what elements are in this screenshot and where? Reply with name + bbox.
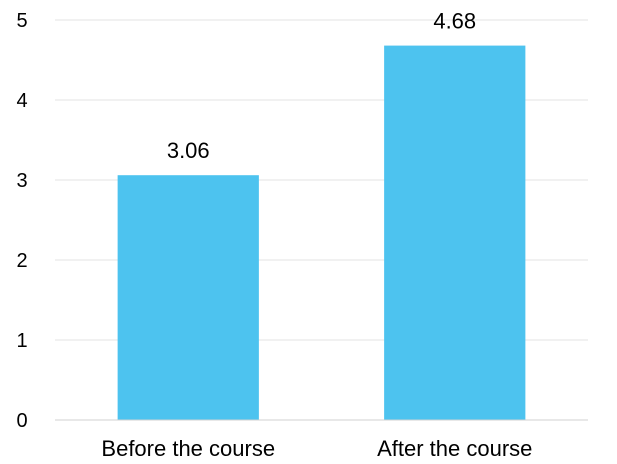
y-tick-label: 3 bbox=[16, 170, 27, 192]
bar bbox=[117, 175, 259, 420]
x-tick-label: After the course bbox=[377, 436, 532, 461]
labels: 0 1 2 3 4 5 3.06 Before the course 4.68 After the… bbox=[16, 9, 532, 461]
bar bbox=[384, 45, 526, 420]
bars bbox=[117, 45, 526, 420]
y-tick-label: 5 bbox=[16, 10, 27, 32]
data-label: 3.06 bbox=[167, 138, 210, 163]
y-tick-label: 4 bbox=[16, 90, 27, 112]
data-label: 4.68 bbox=[433, 9, 476, 34]
x-tick-label: Before the course bbox=[101, 436, 275, 461]
y-tick-label: 0 bbox=[16, 410, 27, 432]
y-tick-label: 2 bbox=[16, 250, 27, 272]
y-tick-label: 1 bbox=[16, 330, 27, 352]
